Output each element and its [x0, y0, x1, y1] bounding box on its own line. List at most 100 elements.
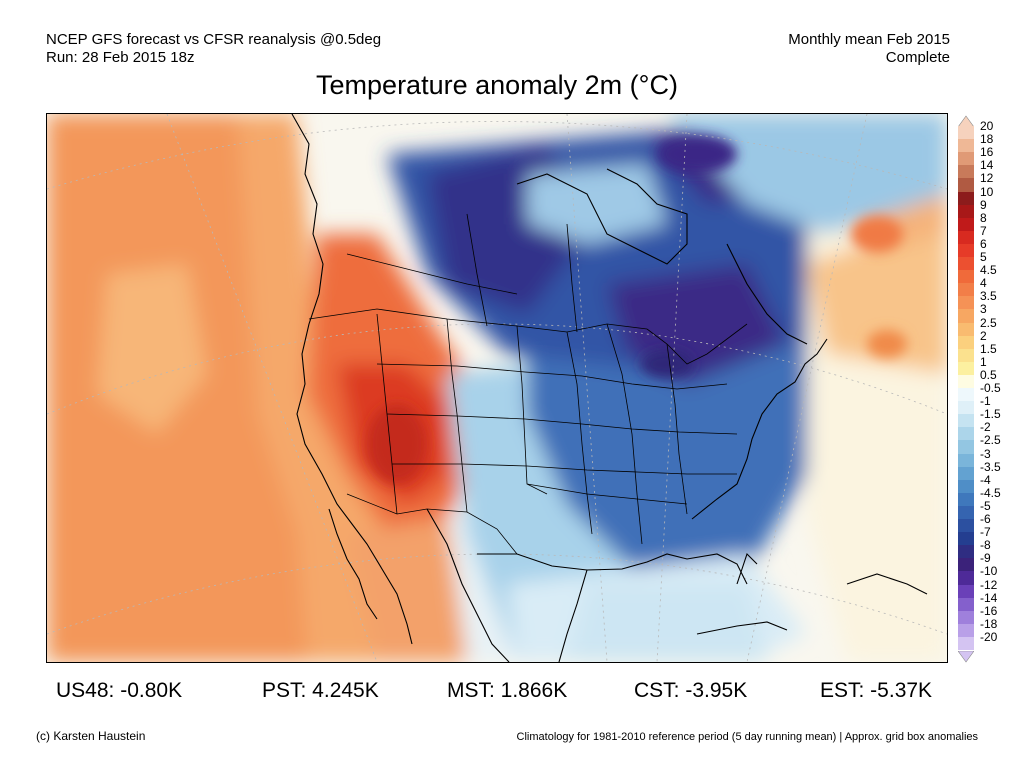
colorbar-min-arrow-shape	[957, 650, 975, 663]
colorbar-label: 9	[980, 197, 987, 212]
colorbar-labels: 20 18 16 14 12 10 9 8 7 6 5 4.5 4 3.5 3 2.5 2 1.5 1 0.5 -0.5…	[980, 120, 1024, 650]
period-label: Monthly mean Feb 2015	[788, 31, 950, 48]
colorbar-swatch	[958, 597, 974, 612]
colorbar-min-arrow	[957, 650, 975, 668]
colorbar-label: 7	[980, 223, 987, 238]
colorbar-label: 14	[980, 158, 994, 173]
colorbar-label: -1	[980, 394, 991, 409]
stat-cst: CST: -3.95K	[634, 679, 748, 702]
colorbar-swatch	[958, 427, 974, 441]
colorbar-label: 10	[980, 184, 994, 199]
colorbar-label: -3.5	[980, 459, 1001, 474]
coastlines	[291, 114, 928, 662]
colorbar-swatch	[958, 217, 974, 232]
map-title: Temperature anomaly 2m (°C)	[316, 70, 678, 100]
colorbar-label: -5	[980, 498, 991, 513]
colorbar-label: -12	[980, 577, 998, 592]
colorbar-swatch	[958, 414, 974, 428]
stat-pst: PST: 4.245K	[262, 679, 379, 702]
colorbar-label: -3	[980, 446, 991, 461]
colorbar-label: 6	[980, 236, 987, 251]
colorbar-swatch	[958, 243, 974, 258]
colorbar-swatch	[958, 126, 974, 140]
colorbar-swatch	[958, 178, 974, 192]
colorbar-label: -6	[980, 512, 991, 526]
colorbar-label: -2.5	[980, 433, 1001, 448]
colorbar-swatch	[958, 519, 974, 533]
colorbar-swatch	[958, 270, 974, 284]
anomaly-map	[46, 113, 948, 663]
colorbar-label: 20	[980, 119, 994, 133]
political-borders	[308, 213, 748, 555]
colorbar-swatch	[958, 636, 974, 651]
colorbar-label: -2	[980, 420, 991, 435]
colorbar-label: -16	[980, 603, 998, 618]
colorbar-label: 0.5	[980, 367, 997, 382]
model-description: NCEP GFS forecast vs CFSR reanalysis @0.…	[46, 31, 382, 48]
colorbar-swatch	[958, 571, 974, 585]
colorbar-label: 18	[980, 132, 994, 147]
colorbar-label: -4.5	[980, 485, 1001, 500]
colorbar-swatch	[958, 257, 974, 271]
colorbar-swatch	[958, 610, 974, 625]
colorbar-swatch	[958, 296, 974, 310]
colorbar-swatch	[958, 584, 974, 599]
colorbar-swatch	[958, 466, 974, 481]
colorbar-label: -18	[980, 616, 998, 631]
colorbar-swatch	[958, 388, 974, 402]
model-info: NCEP GFS forecast vs CFSR reanalysis @0.…	[46, 31, 381, 67]
colorbar-label: -4	[980, 472, 991, 487]
copyright: (c) Karsten Haustein	[36, 729, 146, 743]
colorbar-swatch	[958, 374, 974, 389]
colorbar-min-arrow-svg	[957, 650, 975, 663]
colorbar-label: 8	[980, 210, 987, 225]
colorbar-label: -8	[980, 538, 991, 553]
colorbar-label: 5	[980, 250, 987, 264]
colorbar-label: -7	[980, 525, 991, 540]
colorbar-label: 1.5	[980, 341, 997, 356]
colorbar-swatch	[958, 492, 974, 507]
run-time: Run: 28 Feb 2015 18z	[46, 49, 195, 66]
colorbar-swatch	[958, 361, 974, 376]
colorbar-swatch	[958, 322, 974, 337]
stat-us48: US48: -0.80K	[56, 679, 183, 702]
colorbar-swatch	[958, 335, 974, 350]
colorbar-label: -10	[980, 564, 998, 579]
colorbar-swatch	[958, 440, 974, 454]
colorbar-label: 12	[980, 171, 994, 186]
colorbar-swatch	[958, 309, 974, 323]
colorbar-swatch	[958, 139, 974, 153]
stat-mst: MST: 1.866K	[447, 679, 568, 702]
colorbar-label: 3	[980, 302, 987, 317]
colorbar-swatch	[958, 191, 974, 206]
colorbar-swatch	[958, 545, 974, 559]
colorbar-label: 2	[980, 328, 987, 343]
period-info: Monthly mean Feb 2015 Complete	[788, 31, 950, 67]
colorbar-label: 4	[980, 276, 987, 291]
colorbar-swatch	[958, 165, 974, 179]
period-status: Complete	[885, 49, 950, 66]
colorbar-swatch	[958, 532, 974, 546]
colorbar-swatch	[958, 152, 974, 166]
colorbar-swatch	[958, 558, 974, 572]
colorbar-label: 4.5	[980, 263, 997, 278]
colorbar	[958, 126, 974, 651]
colorbar-label: -14	[980, 590, 998, 605]
colorbar-swatch	[958, 623, 974, 638]
colorbar-label: 2.5	[980, 315, 997, 330]
colorbar-label: -20	[980, 629, 998, 644]
colorbar-label: 3.5	[980, 289, 997, 304]
colorbar-swatch	[958, 230, 974, 245]
graticule	[47, 114, 947, 662]
colorbar-swatch	[958, 479, 974, 494]
colorbar-swatch	[958, 283, 974, 297]
colorbar-label: 16	[980, 145, 994, 160]
colorbar-swatch	[958, 453, 974, 468]
colorbar-label: -1.5	[980, 407, 1001, 422]
colorbar-swatch	[958, 204, 974, 219]
colorbar-swatch	[958, 348, 974, 363]
colorbar-label: -9	[980, 551, 991, 566]
colorbar-label: -0.5	[980, 381, 1001, 395]
climatology-note: Climatology for 1981-2010 reference peri…	[516, 731, 978, 743]
colorbar-swatch	[958, 401, 974, 415]
